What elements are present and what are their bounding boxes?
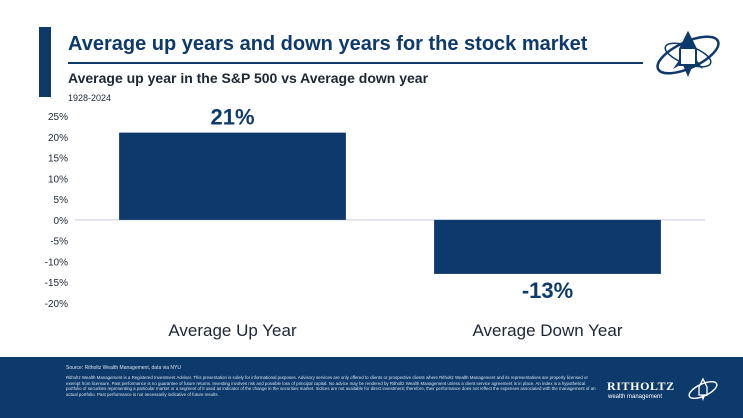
- chart-title: Average up years and down years for the …: [68, 33, 588, 55]
- rocket-emblem-icon: [688, 377, 718, 401]
- bar: [434, 219, 661, 274]
- data-label: -13%: [522, 278, 573, 303]
- chart-subtitle: Average up year in the S&P 500 vs Averag…: [68, 70, 429, 86]
- data-label: 21%: [210, 105, 254, 130]
- title-divider: [68, 62, 643, 64]
- brand-subtitle: wealth management: [608, 394, 663, 400]
- y-tick-label: 10%: [48, 174, 68, 185]
- y-tick-label: 0%: [54, 216, 69, 227]
- y-tick-label: 25%: [48, 112, 68, 123]
- category-label: Average Up Year: [168, 321, 297, 340]
- footer-brand-logo: RITHOLTZ wealth management: [607, 376, 727, 410]
- footer-source: Source: Ritholtz Wealth Management, data…: [66, 365, 181, 371]
- y-tick-label: 15%: [48, 154, 68, 165]
- brand-name: RITHOLTZ: [607, 379, 675, 393]
- category-label: Average Down Year: [473, 321, 623, 340]
- footer: Source: Ritholtz Wealth Management, data…: [0, 357, 743, 418]
- bar-chart: 25% 20% 15% 10% 5% 0% -5% -10% -15% -20% 21% Averag…: [45, 105, 705, 340]
- rocket-emblem-icon: [656, 30, 720, 77]
- y-tick-label: -5%: [50, 237, 68, 248]
- y-tick-label: -10%: [45, 257, 68, 268]
- y-tick-label: 20%: [48, 133, 68, 144]
- y-tick-label: -15%: [45, 278, 68, 289]
- title-accent-bar: [39, 27, 51, 97]
- bar: [119, 132, 346, 220]
- footer-disclaimer: Ritholtz Wealth Management is a Register…: [66, 375, 596, 397]
- y-tick-label: 5%: [54, 195, 69, 206]
- y-tick-label: -20%: [45, 299, 68, 310]
- date-range: 1928-2024: [68, 93, 112, 103]
